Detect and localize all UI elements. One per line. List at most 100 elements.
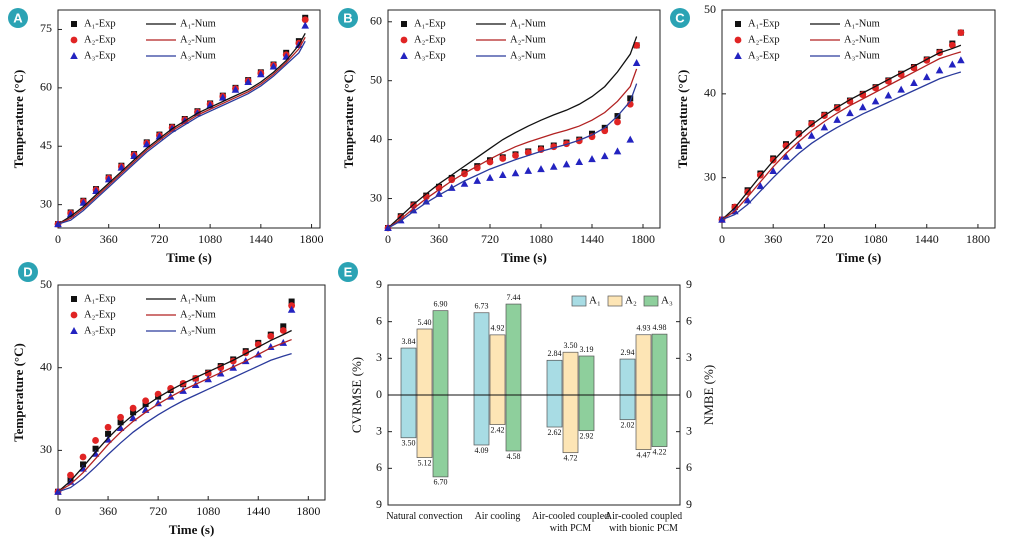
x-tick-label: 360 <box>99 504 117 518</box>
legend-label: A₂ <box>625 295 637 307</box>
panel-badge <box>18 262 38 282</box>
bar <box>505 303 522 396</box>
value-label: 4.98 <box>653 323 667 332</box>
x-tick-label: 720 <box>149 504 167 518</box>
marker <box>499 155 507 162</box>
y-tick-label: 50 <box>370 72 382 86</box>
y2-tick-label: 0 <box>686 387 692 401</box>
marker <box>80 461 87 468</box>
series-line <box>387 68 638 229</box>
marker <box>244 78 252 86</box>
marker <box>104 423 112 431</box>
legend-marker <box>734 36 742 44</box>
marker <box>858 103 867 111</box>
value-label: 3.19 <box>580 345 594 354</box>
legend-marker <box>71 21 77 27</box>
marker <box>204 370 212 377</box>
bar <box>578 394 595 432</box>
bar <box>635 334 652 396</box>
legend-marker <box>400 52 408 59</box>
marker <box>782 152 790 160</box>
legend-label: A₂-Num <box>180 34 216 45</box>
bar <box>619 358 636 396</box>
x-axis-title: Time (s) <box>166 250 212 265</box>
marker <box>460 179 469 187</box>
marker <box>769 166 777 174</box>
series-line <box>721 71 962 221</box>
series-line <box>57 353 292 493</box>
x-tick-label: 360 <box>430 232 448 246</box>
marker <box>957 56 965 64</box>
legend-label: A₁-Num <box>844 18 880 29</box>
y2-tick-label: 3 <box>686 350 692 364</box>
marker <box>957 29 965 37</box>
marker <box>512 152 519 159</box>
legend-marker <box>71 296 77 302</box>
marker <box>473 176 482 184</box>
bar <box>473 394 490 446</box>
marker <box>633 41 641 49</box>
category-label-box: Air-cooled coupled with PCM <box>532 511 609 534</box>
value-label: 4.09 <box>475 446 489 455</box>
panel-badge <box>8 8 28 28</box>
marker <box>910 78 918 86</box>
marker <box>435 189 443 197</box>
legend-marker <box>734 52 742 59</box>
x-tick-label: 1080 <box>196 504 220 518</box>
y-tick-label: 6 <box>376 313 382 327</box>
panel-letter: E <box>344 264 353 279</box>
bar <box>546 359 563 396</box>
x-tick-label: 1800 <box>631 232 655 246</box>
y-tick-label: 50 <box>40 277 52 291</box>
legend-swatch <box>607 295 623 307</box>
marker <box>435 184 443 192</box>
series-line <box>57 329 292 493</box>
legend-label: A₂-Num <box>510 34 546 45</box>
marker <box>142 140 151 148</box>
legend-label: A₁-Exp <box>414 18 446 29</box>
marker <box>154 399 162 407</box>
legend-label: A₂-Exp <box>84 309 116 320</box>
bar <box>416 394 433 458</box>
x-tick-label: 720 <box>481 232 499 246</box>
y-tick-label: 60 <box>370 14 382 28</box>
x-tick-label: 0 <box>385 232 391 246</box>
legend-label: A₃-Exp <box>414 50 446 61</box>
panel-badge <box>670 8 690 28</box>
legend-marker <box>70 52 78 59</box>
marker <box>219 93 227 101</box>
series-line <box>721 51 962 221</box>
x-tick-label: 1080 <box>198 232 222 246</box>
marker <box>116 424 125 432</box>
value-label: 2.42 <box>491 425 505 434</box>
y-tick-label: 45 <box>40 138 52 152</box>
marker <box>948 60 957 68</box>
marker <box>524 166 533 174</box>
marker <box>524 149 532 156</box>
series-line <box>57 33 306 225</box>
value-label: 4.92 <box>491 324 505 333</box>
x-tick-label: 1440 <box>246 504 270 518</box>
value-label: 7.44 <box>507 293 521 302</box>
plot-frame <box>721 9 996 229</box>
marker <box>217 364 225 372</box>
marker <box>897 71 905 78</box>
y2-tick-label: 6 <box>686 313 692 327</box>
panel-letter: A <box>13 10 23 25</box>
y-tick-label: 0 <box>376 387 382 401</box>
marker <box>820 123 829 131</box>
value-label: 3.50 <box>564 341 578 350</box>
series-line <box>387 36 638 229</box>
marker <box>301 16 309 24</box>
legend-marker <box>400 36 408 44</box>
panel-letter: B <box>343 10 352 25</box>
x-tick-label: 360 <box>100 232 118 246</box>
legend-marker <box>70 36 78 44</box>
value-label: 6.73 <box>475 302 489 311</box>
plot-frame <box>57 9 321 229</box>
bar <box>432 310 449 396</box>
bar <box>505 394 522 452</box>
marker <box>794 141 803 149</box>
